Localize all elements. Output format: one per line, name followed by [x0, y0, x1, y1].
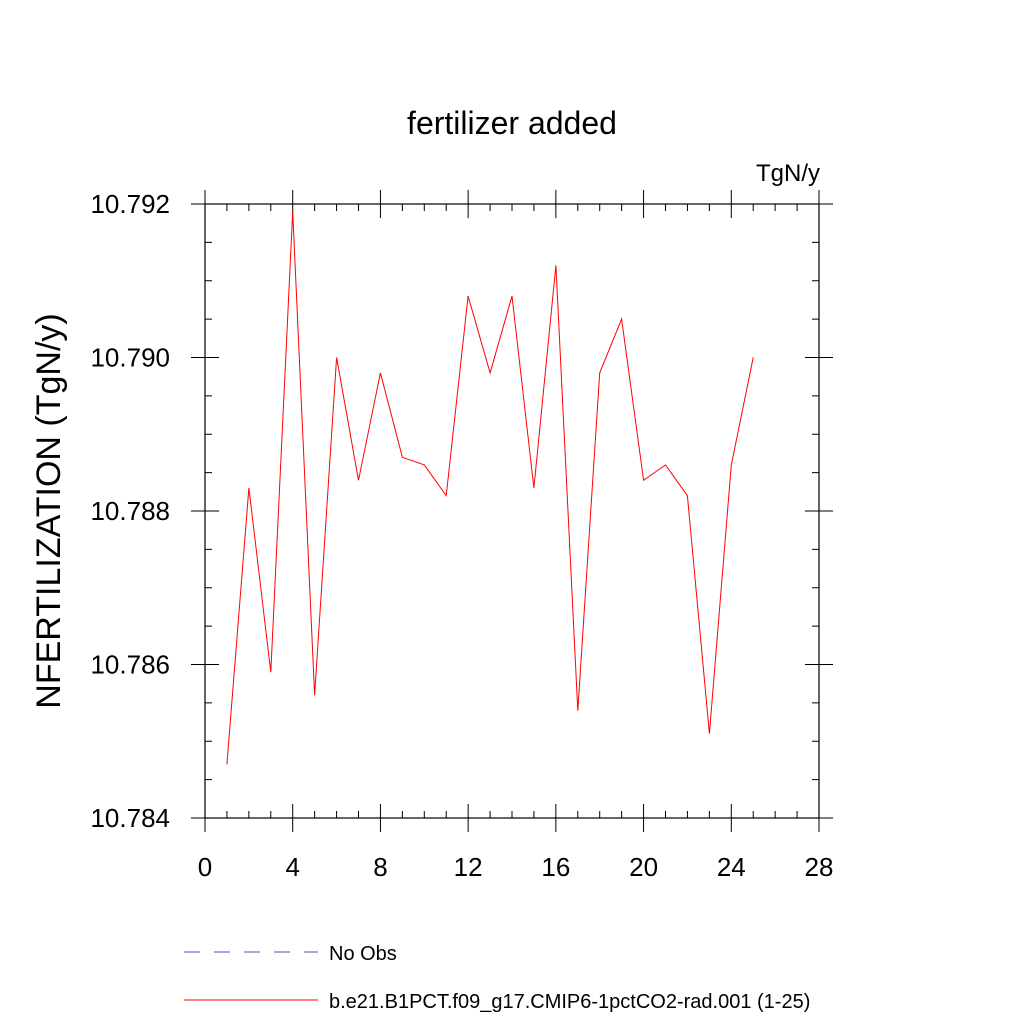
data-point [532, 486, 536, 490]
data-point [642, 478, 646, 482]
data-point [554, 263, 558, 267]
data-point [291, 210, 295, 214]
x-tick-label: 16 [541, 852, 570, 882]
data-point [751, 356, 755, 360]
data-point [664, 463, 668, 467]
x-tick-label: 0 [198, 852, 212, 882]
y-axis-label: NFERTILIZATION (TgN/y) [30, 313, 68, 708]
series-line [226, 211, 754, 765]
data-point [510, 294, 514, 298]
data-point [729, 463, 733, 467]
axis-ticks: 0 4 8 12 16 20 24 28 10.784 10.786 10.788 10.790 10.… [90, 189, 833, 882]
data-point [620, 317, 624, 321]
x-tick-label: 8 [373, 852, 387, 882]
data-point [707, 732, 711, 736]
data-point [378, 371, 382, 375]
series-layer [225, 210, 755, 766]
legend-label: No Obs [329, 943, 397, 965]
data-point [444, 494, 448, 498]
data-point [422, 463, 426, 467]
data-point [598, 371, 602, 375]
units-label: TgN/y [756, 160, 820, 187]
data-point [313, 693, 317, 697]
data-point [225, 762, 229, 766]
y-tick-label: 10.792 [90, 189, 170, 219]
x-tick-label: 12 [454, 852, 483, 882]
x-tick-label: 24 [717, 852, 746, 882]
x-tick-label: 20 [629, 852, 658, 882]
legend: No Obs b.e21.B1PCT.f09_g17.CMIP6-1pctCO2-… [184, 943, 810, 1013]
data-point [247, 486, 251, 490]
legend-label: b.e21.B1PCT.f09_g17.CMIP6-1pctCO2-rad.00… [329, 991, 810, 1013]
chart-title: fertilizer added [407, 105, 617, 141]
y-tick-label: 10.786 [90, 650, 170, 680]
x-tick-label: 4 [285, 852, 299, 882]
data-point [357, 478, 361, 482]
data-point [685, 494, 689, 498]
data-point [488, 371, 492, 375]
data-point [576, 709, 580, 713]
y-tick-label: 10.788 [90, 496, 170, 526]
x-tick-label: 28 [805, 852, 834, 882]
y-tick-label: 10.784 [90, 803, 170, 833]
data-point [400, 455, 404, 459]
data-point [466, 294, 470, 298]
data-point [335, 356, 339, 360]
y-tick-label: 10.790 [90, 343, 170, 373]
data-point [269, 670, 273, 674]
